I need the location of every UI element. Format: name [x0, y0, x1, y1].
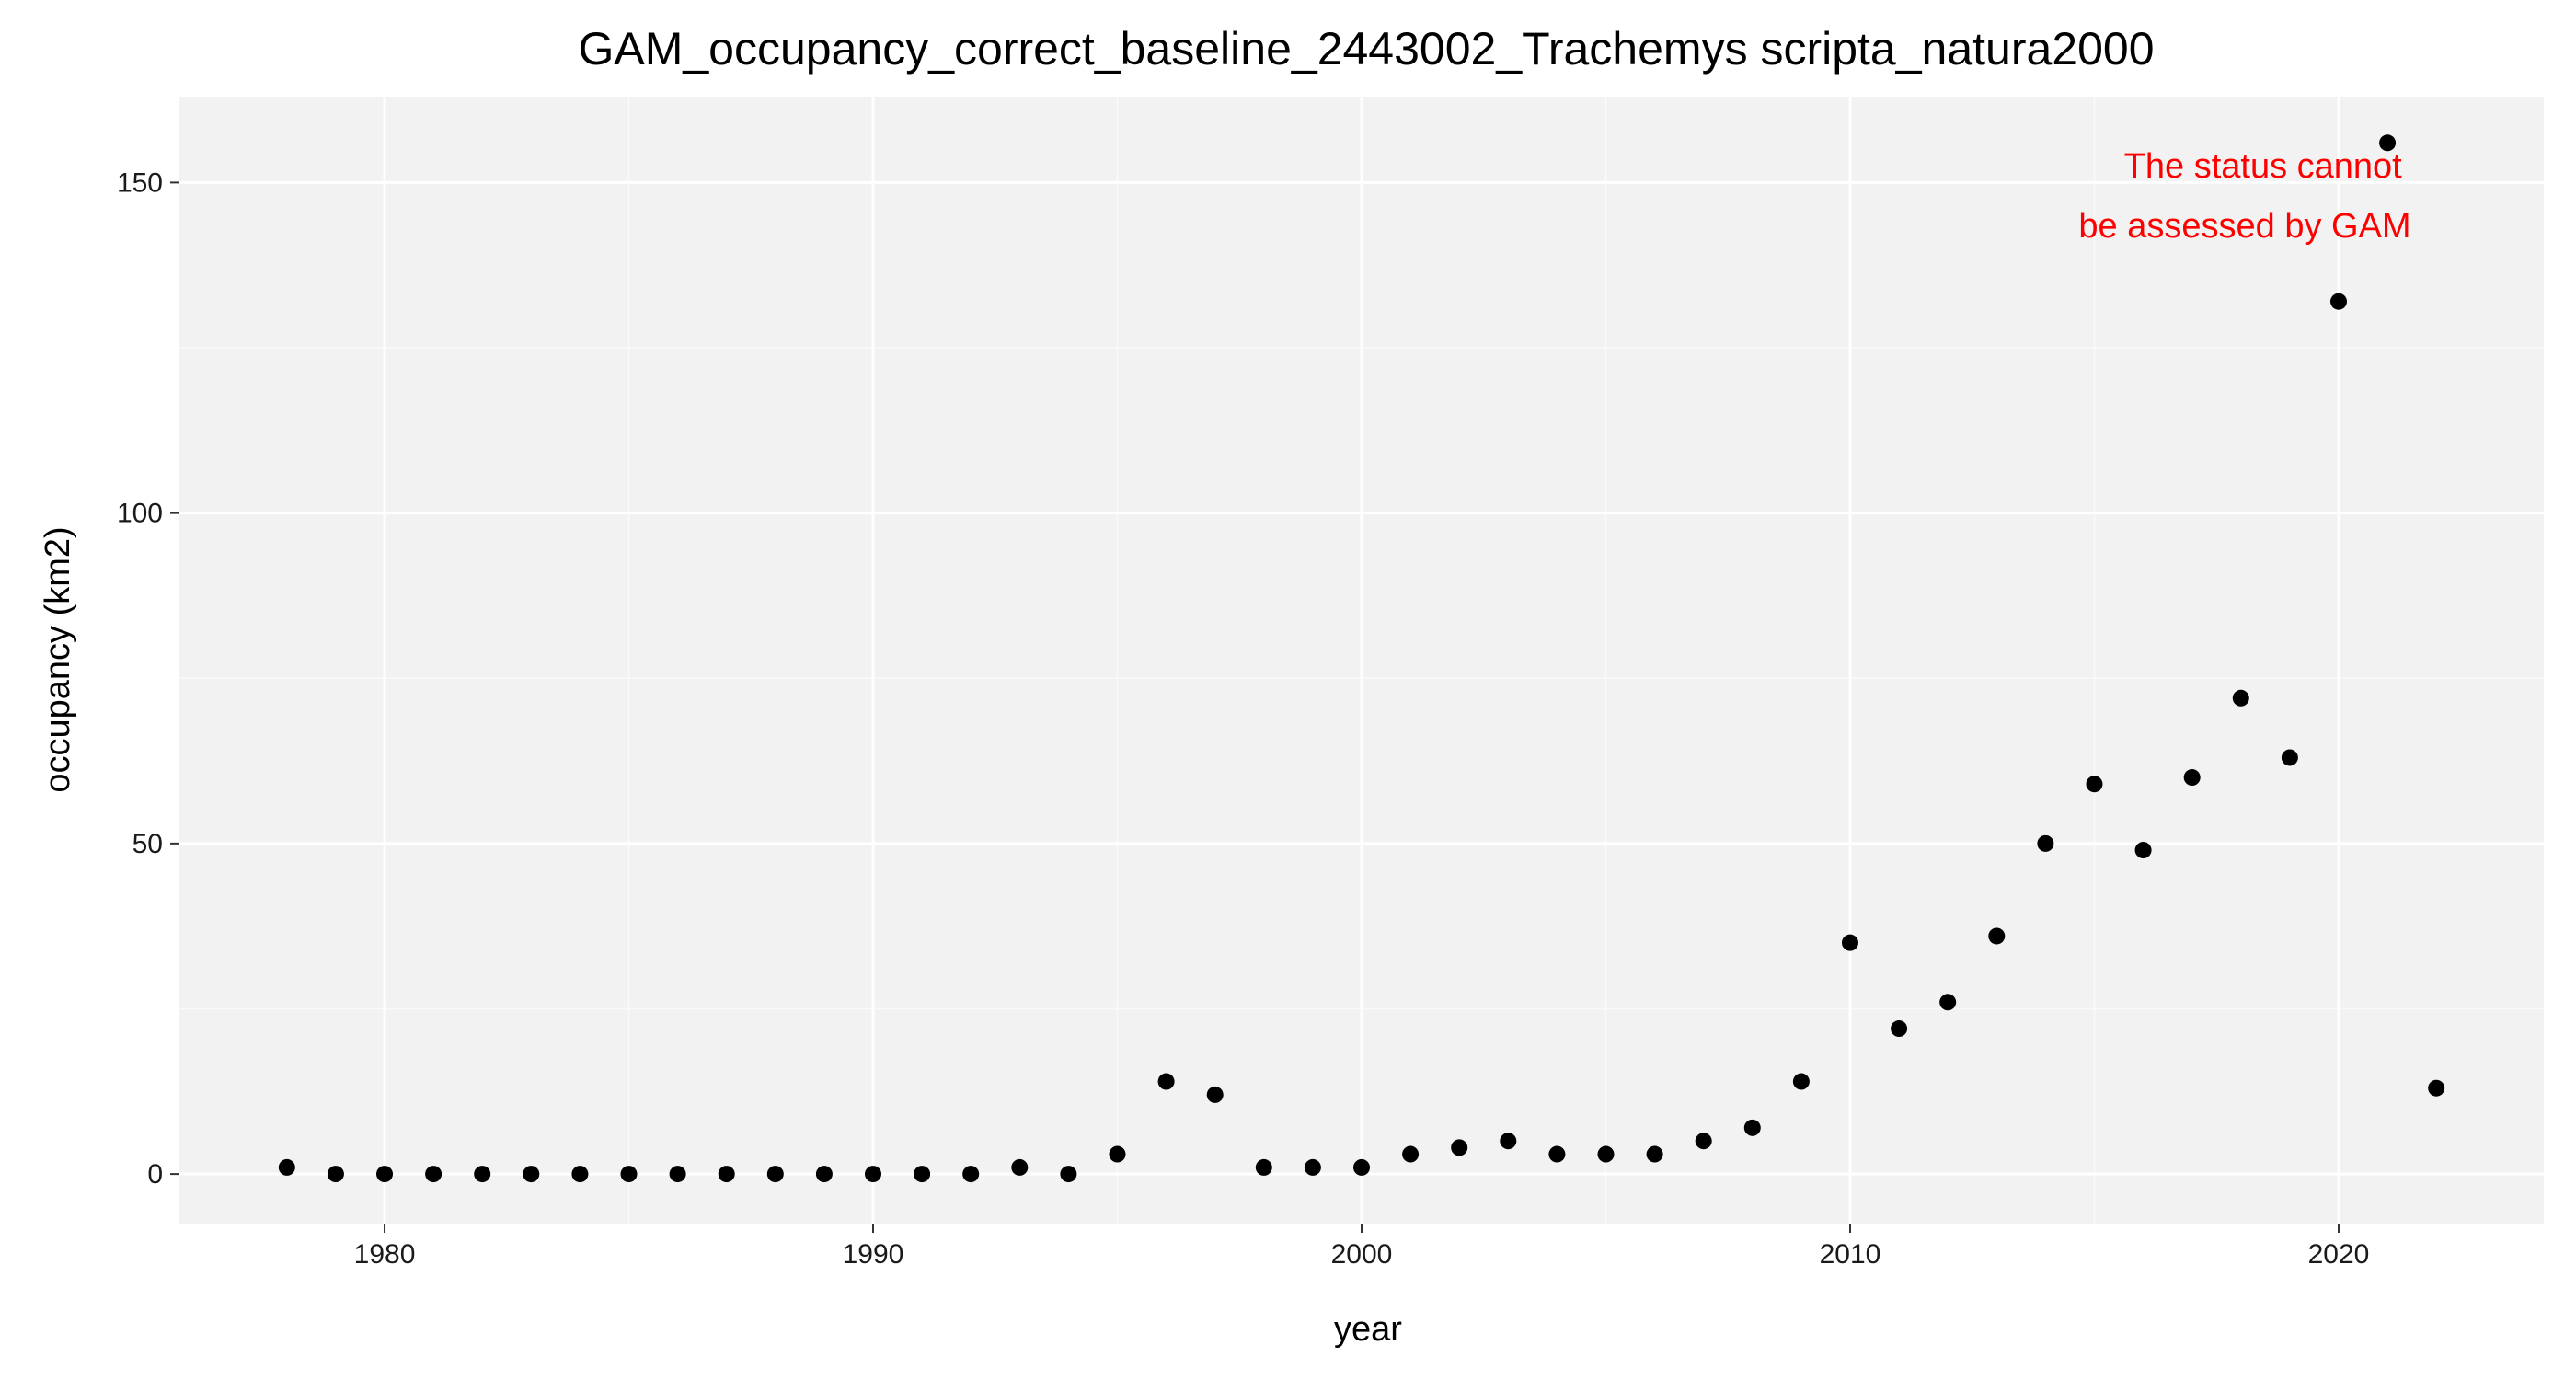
- data-point-1992: [962, 1166, 980, 1183]
- data-point-1998: [1255, 1158, 1272, 1176]
- data-point-1995: [1109, 1145, 1126, 1163]
- status-annotation-line-1: The status cannot: [2124, 147, 2403, 186]
- data-point-1991: [914, 1166, 931, 1183]
- y-tick-label-0: 0: [147, 1159, 163, 1190]
- data-point-2007: [1695, 1133, 1712, 1150]
- data-point-2002: [1451, 1139, 1468, 1156]
- data-point-2017: [2183, 769, 2201, 787]
- data-point-2009: [1792, 1073, 1810, 1090]
- data-point-2019: [2281, 749, 2298, 766]
- data-point-2013: [1988, 927, 2006, 945]
- x-tick-label-2010: 2010: [1820, 1239, 1881, 1270]
- chart-title: GAM_occupancy_correct_baseline_2443002_T…: [578, 23, 2154, 75]
- data-point-2014: [2037, 834, 2054, 852]
- data-point-2005: [1597, 1145, 1615, 1163]
- data-point-1981: [425, 1166, 443, 1183]
- data-point-1999: [1304, 1158, 1321, 1176]
- y-axis: 0 50 100 150: [117, 167, 179, 1190]
- data-point-1994: [1060, 1166, 1077, 1183]
- data-points: [278, 134, 2445, 1183]
- data-point-2001: [1402, 1145, 1420, 1163]
- data-point-1993: [1011, 1158, 1029, 1176]
- data-point-1987: [718, 1166, 735, 1183]
- data-point-2000: [1353, 1158, 1370, 1176]
- y-tick-label-100: 100: [117, 499, 163, 529]
- data-point-2018: [2232, 689, 2249, 707]
- data-point-1989: [815, 1166, 833, 1183]
- data-point-2022: [2428, 1079, 2445, 1097]
- y-axis-title: occupancy (km2): [39, 526, 77, 792]
- data-point-1997: [1206, 1086, 1224, 1103]
- data-point-1996: [1157, 1073, 1175, 1090]
- data-point-1986: [669, 1166, 686, 1183]
- data-point-2008: [1743, 1119, 1761, 1136]
- data-point-2003: [1500, 1133, 1517, 1150]
- y-tick-label-150: 150: [117, 167, 163, 198]
- status-annotation: The status cannot be assessed by GAM: [2078, 147, 2411, 246]
- data-point-2006: [1646, 1145, 1663, 1163]
- data-point-2004: [1548, 1145, 1566, 1163]
- data-point-2015: [2086, 776, 2103, 793]
- x-tick-label-2020: 2020: [2308, 1239, 2370, 1270]
- data-point-2012: [1939, 994, 1957, 1011]
- data-point-2016: [2134, 842, 2152, 859]
- data-point-1984: [571, 1166, 589, 1183]
- data-point-1988: [766, 1166, 784, 1183]
- x-tick-label-1980: 1980: [354, 1239, 416, 1270]
- x-axis-title: year: [1334, 1310, 1402, 1349]
- x-tick-label-2000: 2000: [1331, 1239, 1393, 1270]
- data-point-1980: [376, 1166, 394, 1183]
- data-point-2021: [2379, 134, 2397, 152]
- data-point-1990: [865, 1166, 882, 1183]
- y-tick-label-50: 50: [132, 829, 163, 859]
- x-axis: 1980 1990 2000 2010 2020: [354, 1224, 2370, 1270]
- data-point-1978: [278, 1158, 295, 1176]
- data-point-1979: [327, 1166, 344, 1183]
- grid-major: [179, 97, 2544, 1224]
- status-annotation-line-2: be assessed by GAM: [2078, 207, 2410, 246]
- data-point-1983: [523, 1166, 540, 1183]
- x-tick-label-1990: 1990: [843, 1239, 904, 1270]
- data-point-2011: [1891, 1020, 1908, 1038]
- data-point-1985: [620, 1166, 638, 1183]
- data-point-2010: [1841, 934, 1858, 951]
- data-point-1982: [474, 1166, 491, 1183]
- data-point-2020: [2329, 293, 2347, 310]
